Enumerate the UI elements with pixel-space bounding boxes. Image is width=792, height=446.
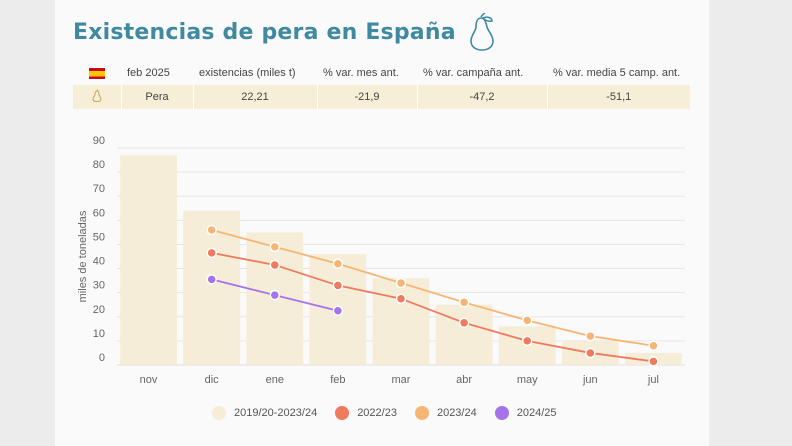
data-point <box>269 289 281 301</box>
legend-swatch <box>494 406 509 420</box>
data-point <box>648 356 659 367</box>
data-point <box>585 347 596 359</box>
legend-label: 2024/25 <box>516 407 557 419</box>
legend-item: 2023/24 <box>414 406 477 420</box>
x-tick-label: dic <box>205 374 220 386</box>
y-tick-label: 80 <box>93 159 105 171</box>
x-tick-label: may <box>517 374 538 386</box>
series-line <box>211 251 654 363</box>
row-var-month: -21,9 <box>317 85 418 109</box>
y-tick-label: 90 <box>93 135 105 147</box>
y-tick-label: 50 <box>93 231 105 243</box>
data-point <box>332 258 344 269</box>
data-point <box>648 340 659 351</box>
row-product: Pera <box>121 85 194 109</box>
summary-header-row: feb 2025 existencias (miles t) % var. me… <box>73 61 690 85</box>
flag-cell <box>73 61 121 85</box>
x-tick-label: nov <box>140 374 158 386</box>
y-tick-label: 40 <box>93 256 105 268</box>
x-tick-label: jun <box>582 374 598 386</box>
legend-label: 2023/24 <box>436 407 477 419</box>
pear-small-icon <box>92 89 102 103</box>
pear-icon <box>469 13 494 51</box>
y-tick-label: 70 <box>93 183 105 195</box>
row-stock: 22,21 <box>193 85 318 109</box>
y-tick-label: 10 <box>93 328 105 340</box>
header-period: feb 2025 <box>121 61 193 85</box>
series-line <box>211 229 654 347</box>
bar <box>435 304 493 365</box>
data-point <box>269 241 281 253</box>
y-tick-label: 30 <box>93 280 105 292</box>
bar <box>120 155 177 365</box>
page-title: Existencias de pera en España <box>73 19 456 45</box>
data-point <box>395 277 407 289</box>
data-point <box>585 330 596 342</box>
header-var-campaign: % var. campaña ant. <box>417 61 547 85</box>
header-var-avg5: % var. media 5 camp. ant. <box>547 61 690 85</box>
data-point <box>521 315 533 326</box>
x-tick-label: feb <box>330 374 345 386</box>
y-tick-label: 0 <box>99 352 105 364</box>
y-tick-label: 60 <box>93 207 105 219</box>
x-tick-label: abr <box>456 374 472 386</box>
legend-label: 2019/20-2023/24 <box>234 407 318 419</box>
y-axis-title: miles de toneladas <box>77 210 89 302</box>
legend-swatch <box>212 406 226 420</box>
data-point <box>521 335 533 347</box>
data-point <box>332 305 344 316</box>
data-point <box>395 293 407 304</box>
data-point <box>206 274 217 285</box>
pear-small-icon-cell <box>73 85 122 109</box>
legend-item: 2019/20-2023/24 <box>212 406 317 420</box>
chart-legend: 2019/20-2023/24 2022/23 2023/24 2024/25 <box>212 406 556 420</box>
data-point <box>458 317 470 329</box>
data-point <box>332 280 344 291</box>
header-var-month: % var. mes ant. <box>317 61 417 85</box>
x-tick-label: ene <box>266 374 284 386</box>
x-tick-label: mar <box>392 374 411 386</box>
legend-item: 2022/23 <box>335 406 397 420</box>
data-point <box>269 259 281 271</box>
bar <box>372 278 430 365</box>
spain-flag-icon <box>89 67 105 79</box>
row-var-campaign: -47,2 <box>417 85 548 109</box>
y-tick-label: 20 <box>93 304 105 316</box>
row-var-avg5: -51,1 <box>547 85 690 109</box>
legend-swatch <box>414 406 429 420</box>
summary-table: feb 2025 existencias (miles t) % var. me… <box>73 61 690 109</box>
data-point <box>206 247 217 259</box>
header-stock: existencias (miles t) <box>193 61 317 85</box>
data-point <box>458 297 470 308</box>
x-tick-label: jul <box>647 374 659 386</box>
title-row: Existencias de pera en España <box>73 13 496 51</box>
bar <box>183 210 241 365</box>
legend-label: 2022/23 <box>357 407 397 419</box>
data-point <box>206 224 217 236</box>
legend-swatch <box>335 406 350 420</box>
summary-data-row: Pera 22,21 -21,9 -47,2 -51,1 <box>73 85 690 109</box>
legend-item: 2024/25 <box>494 406 557 420</box>
